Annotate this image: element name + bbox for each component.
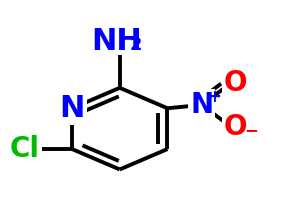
Text: N: N (60, 94, 85, 123)
Text: 2: 2 (130, 36, 142, 54)
Text: O: O (224, 69, 248, 97)
Text: Cl: Cl (10, 135, 39, 163)
Text: NH: NH (91, 27, 142, 56)
Text: +: + (207, 88, 221, 106)
Text: N: N (190, 91, 213, 119)
Text: O: O (224, 113, 248, 141)
Text: −: − (244, 121, 258, 139)
